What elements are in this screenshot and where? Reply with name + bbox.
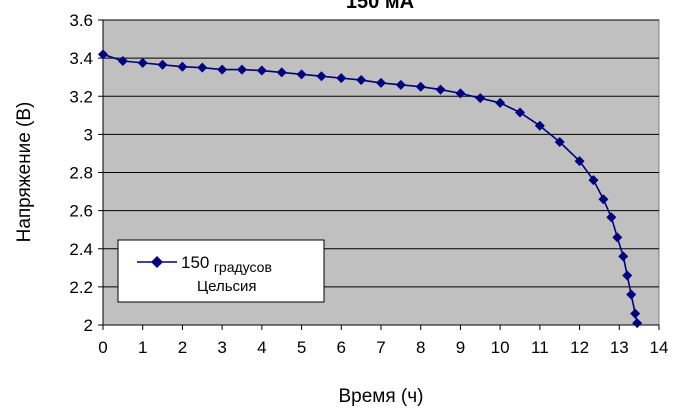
x-tick-label: 10: [491, 338, 510, 357]
y-tick-label: 2: [84, 316, 93, 335]
legend: 150 градусов Цельсия: [118, 240, 324, 302]
x-tick-label: 7: [376, 338, 385, 357]
x-tick-label: 6: [337, 338, 346, 357]
x-tick-label: 3: [217, 338, 226, 357]
x-tick-label: 11: [531, 338, 549, 357]
x-axis-ticks: 0 1 2 3 4 5 6 7 8 9 10 11 12 13 14: [98, 325, 668, 357]
x-tick-label: 0: [98, 338, 107, 357]
x-tick-label: 5: [297, 338, 306, 357]
x-tick-label: 2: [178, 338, 187, 357]
y-tick-label: 3.2: [69, 87, 93, 106]
x-axis-label: Время (ч): [339, 386, 424, 407]
x-tick-label: 1: [138, 338, 147, 357]
chart-title: 150 мА: [346, 0, 414, 13]
legend-label-sub: градусов: [214, 259, 272, 275]
x-tick-label: 14: [650, 338, 669, 357]
y-tick-label: 3.4: [69, 49, 93, 68]
y-tick-label: 3: [84, 125, 93, 144]
y-tick-label: 2.2: [69, 278, 93, 297]
y-tick-label: 2.6: [69, 202, 93, 221]
x-tick-label: 9: [456, 338, 465, 357]
y-tick-label: 3.6: [69, 11, 93, 30]
x-tick-label: 4: [257, 338, 266, 357]
x-tick-label: 12: [570, 338, 589, 357]
y-axis-ticks: 2 2.2 2.4 2.6 2.8 3 3.2 3.4 3.6: [69, 11, 103, 335]
legend-label-main: 150: [181, 253, 209, 272]
legend-label-line2: Цельсия: [197, 278, 257, 295]
y-tick-label: 2.4: [69, 240, 93, 259]
y-tick-label: 2.8: [69, 164, 93, 183]
y-axis-label: Напряжение (В): [14, 102, 35, 243]
x-tick-label: 8: [416, 338, 425, 357]
x-tick-label: 13: [610, 338, 629, 357]
